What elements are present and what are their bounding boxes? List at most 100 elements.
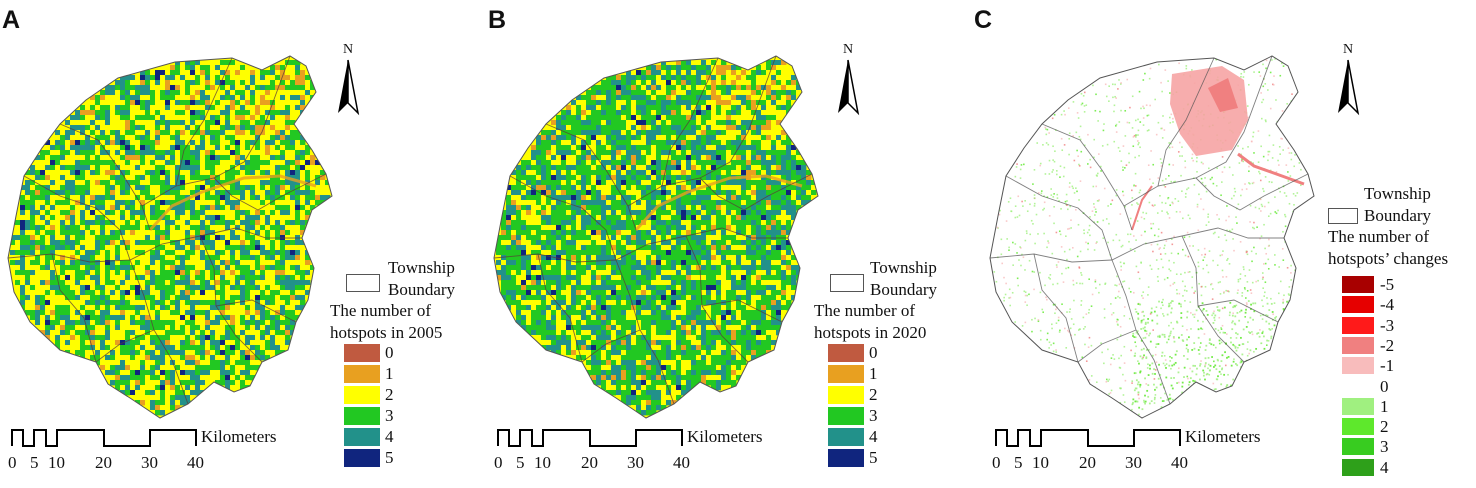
legend-swatch [1342,276,1374,293]
township-boundary-line [23,175,131,261]
legend-swatch [344,365,380,383]
scale-unit-label: Kilometers [687,427,763,446]
legend-label: 2 [1380,417,1389,437]
legend-title-line2: hotspots’ changes [1328,249,1449,268]
scale-tick-label: 40 [187,453,204,472]
township-boundary-line [141,55,291,207]
north-label: N [342,42,354,57]
map-panel-c: C N Township Boundary The number of hots… [972,0,1464,488]
legend-swatch [1342,296,1374,314]
scale-tick-label: 20 [1079,453,1096,472]
legend-swatch [1342,458,1374,476]
north-arrow-icon [338,59,360,116]
township-boundary-line [509,175,617,261]
township-boundary-line [581,329,641,363]
legend-swatch [344,386,380,404]
legend-swatch [344,407,380,425]
township-boundary-line [1005,175,1113,261]
scale-tick-label: 30 [141,453,158,472]
north-label: N [842,42,854,57]
township-boundary-line [1077,329,1137,363]
legend-title-line1: The number of [814,301,916,320]
north-label: N [1342,42,1354,57]
legend-title-line2: hotspots in 2020 [814,323,927,342]
township-boundary-line [989,227,1284,263]
study-area-outline [7,55,333,419]
scale-tick-label: 30 [1125,453,1142,472]
scale-bar-graphic [11,429,197,447]
legend-label: 4 [1380,457,1389,477]
legend-label: 5 [869,448,878,467]
legend-title-line1: The number of [1328,227,1430,246]
legend-swatch [1342,357,1374,375]
township-boundary-line [51,253,97,363]
scale-tick-label: 0 [992,453,1001,472]
scale-tick-label: 5 [516,453,525,472]
north-arrow-icon [1338,59,1360,116]
legend-label: -5 [1380,275,1395,294]
legend-label: 0 [1380,376,1389,396]
map-panel-b: B N Township Boundary The number of hots… [486,0,978,488]
scale-tick-label: 0 [8,453,17,472]
scale-tick-label: 30 [627,453,644,472]
township-boundary-line [699,173,813,211]
legend-swatch [828,386,864,404]
map-raster [8,56,332,418]
township-boundary-line [1197,299,1279,323]
boundary-label-line1: Township [1364,184,1431,203]
township-boundary-swatch [830,274,864,292]
legend-label: -3 [1380,315,1395,335]
boundary-label-line1: Township [388,258,455,277]
legend-label: -2 [1380,335,1395,355]
legend-label: 0 [385,343,394,362]
boundary-label-line1: Township [870,258,937,277]
study-area-outline [493,55,819,419]
legend-swatch [344,428,380,446]
township-boundary-line [493,227,788,263]
township-boundary-line [215,299,297,323]
legend-swatch [828,449,864,467]
legend-label: 0 [869,343,878,362]
scale-bar-graphic [497,429,683,447]
township-boundary-line [1041,123,1133,231]
township-boundary-swatch [346,274,380,292]
township-boundary-line [1195,173,1309,211]
scale-tick-label: 20 [581,453,598,472]
panel-letter: B [488,6,507,34]
township-boundary-line [537,253,583,363]
legend-swatch [1342,316,1374,334]
township-boundary-line [213,173,327,211]
township-boundary-line [59,123,151,231]
panel-letter: A [2,6,21,34]
scale-tick-label: 20 [95,453,112,472]
scale-tick-label: 10 [534,453,551,472]
township-boundary-line [627,55,777,207]
boundary-label-line2: Boundary [1364,206,1432,225]
township-boundary-line [95,329,155,363]
legend-swatch [828,365,864,383]
legend-swatch [828,407,864,425]
scale-tick-label: 10 [1032,453,1049,472]
legend-label: 4 [385,427,394,446]
legend-swatch [1342,336,1374,354]
legend-label: -4 [1380,295,1395,315]
panel-letter: C [974,6,993,34]
legend-swatch [828,344,864,362]
township-boundary-line [1033,253,1079,363]
scale-unit-label: Kilometers [1185,427,1261,446]
scale-tick-label: 5 [1014,453,1023,472]
hotspot-change-map [989,55,1315,419]
boundary-label-line2: Boundary [870,280,938,299]
legend-label: 2 [869,385,878,404]
legend-label: 1 [1380,396,1389,416]
scale-tick-label: 0 [494,453,503,472]
township-boundary-swatch [1328,208,1358,224]
hotspot-map [7,55,333,419]
legend-swatch [1342,397,1374,415]
legend-label: 2 [385,385,394,404]
legend-label: 3 [869,406,878,425]
boundary-label-line2: Boundary [388,280,456,299]
township-boundary-line [7,227,302,263]
legend-label: 3 [385,406,394,425]
scale-tick-label: 10 [48,453,65,472]
